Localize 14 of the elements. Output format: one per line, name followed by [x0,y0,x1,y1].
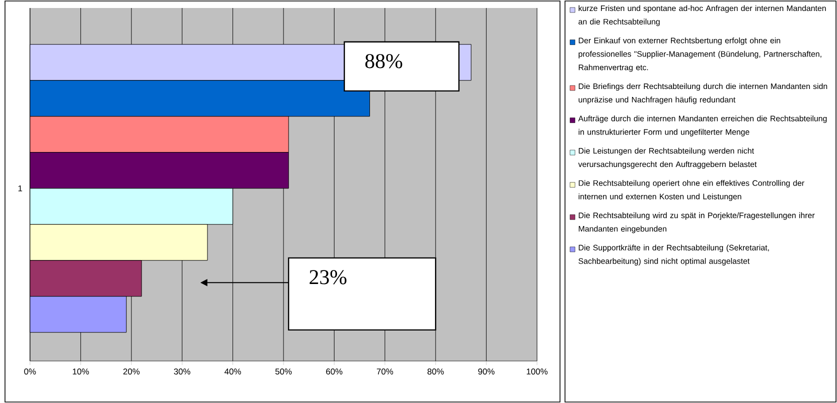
x-tick-label: 0% [24,368,36,375]
annotation: 88% [365,54,402,68]
x-tick-label: 60% [326,368,342,375]
x-tick-label: 70% [376,368,394,375]
x-tick-label: 90% [478,368,494,375]
x-tick-label: 20% [123,368,140,375]
y-tick-label: 1 [18,185,22,192]
x-tick-label: 40% [224,368,241,375]
x-tick-label: 100% [526,368,548,375]
x-tick-label: 10% [72,368,89,375]
x-tick-label: 30% [174,368,190,375]
x-tick-label: 80% [428,368,444,375]
x-tick-label: 50% [275,368,292,375]
annotation: 23% [310,270,346,284]
